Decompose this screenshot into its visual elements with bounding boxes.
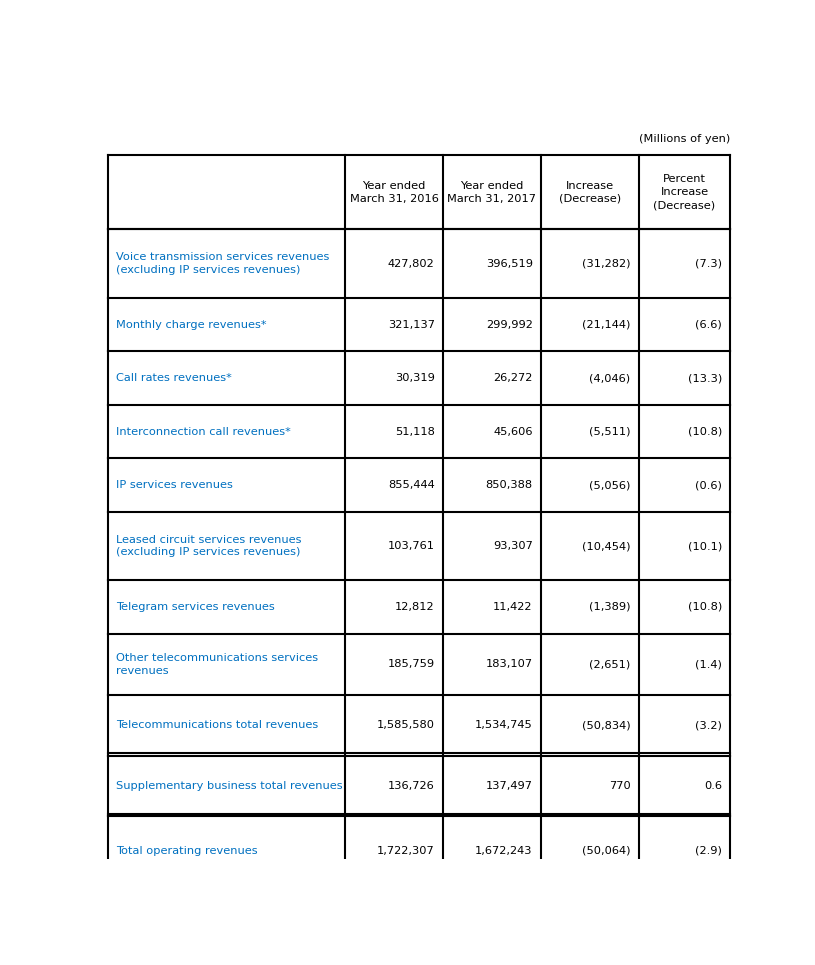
Text: 12,812: 12,812 — [395, 602, 434, 612]
Text: Leased circuit services revenues
(excluding IP services revenues): Leased circuit services revenues (exclud… — [117, 535, 302, 558]
Text: Percent
Increase
(Decrease): Percent Increase (Decrease) — [654, 174, 716, 210]
Text: Year ended
March 31, 2016: Year ended March 31, 2016 — [350, 180, 438, 204]
Text: 183,107: 183,107 — [486, 659, 533, 669]
Text: (6.6): (6.6) — [695, 319, 722, 330]
Text: 427,802: 427,802 — [388, 259, 434, 268]
Text: (7.3): (7.3) — [695, 259, 722, 268]
Text: Call rates revenues*: Call rates revenues* — [117, 373, 232, 383]
Text: (50,064): (50,064) — [582, 845, 631, 856]
Text: (2,651): (2,651) — [589, 659, 631, 669]
Text: 51,118: 51,118 — [394, 427, 434, 436]
Text: IP services revenues: IP services revenues — [117, 481, 233, 490]
Text: 770: 770 — [609, 781, 631, 791]
Text: 396,519: 396,519 — [486, 259, 533, 268]
Text: Increase
(Decrease): Increase (Decrease) — [559, 180, 621, 204]
Text: 0.6: 0.6 — [704, 781, 722, 791]
Text: Interconnection call revenues*: Interconnection call revenues* — [117, 427, 291, 436]
Text: 1,722,307: 1,722,307 — [377, 845, 434, 856]
Text: (4,046): (4,046) — [589, 373, 631, 383]
Text: (3.2): (3.2) — [695, 720, 722, 731]
Text: (Millions of yen): (Millions of yen) — [639, 134, 730, 145]
Text: 850,388: 850,388 — [486, 481, 533, 490]
Text: (10.8): (10.8) — [688, 602, 722, 612]
Text: Telegram services revenues: Telegram services revenues — [117, 602, 275, 612]
Text: Supplementary business total revenues: Supplementary business total revenues — [117, 781, 343, 791]
Text: (10.8): (10.8) — [688, 427, 722, 436]
Text: 136,726: 136,726 — [388, 781, 434, 791]
Text: Telecommunications total revenues: Telecommunications total revenues — [117, 720, 319, 731]
Text: 11,422: 11,422 — [493, 602, 533, 612]
Text: (50,834): (50,834) — [582, 720, 631, 731]
Text: Total operating revenues: Total operating revenues — [117, 845, 258, 856]
Text: 45,606: 45,606 — [493, 427, 533, 436]
Text: 93,307: 93,307 — [493, 541, 533, 551]
Text: Year ended
March 31, 2017: Year ended March 31, 2017 — [447, 180, 536, 204]
Text: (5,511): (5,511) — [589, 427, 631, 436]
Text: 1,534,745: 1,534,745 — [475, 720, 533, 731]
Text: 103,761: 103,761 — [388, 541, 434, 551]
Text: (0.6): (0.6) — [695, 481, 722, 490]
Text: (21,144): (21,144) — [582, 319, 631, 330]
Text: 299,992: 299,992 — [486, 319, 533, 330]
Text: 321,137: 321,137 — [388, 319, 434, 330]
Text: (5,056): (5,056) — [589, 481, 631, 490]
Text: (1,389): (1,389) — [589, 602, 631, 612]
Text: (1.4): (1.4) — [695, 659, 722, 669]
Text: 185,759: 185,759 — [388, 659, 434, 669]
Text: (31,282): (31,282) — [582, 259, 631, 268]
Text: (10.1): (10.1) — [688, 541, 722, 551]
Text: (13.3): (13.3) — [688, 373, 722, 383]
Text: (2.9): (2.9) — [695, 845, 722, 856]
Text: Monthly charge revenues*: Monthly charge revenues* — [117, 319, 267, 330]
Text: 30,319: 30,319 — [394, 373, 434, 383]
Text: (10,454): (10,454) — [582, 541, 631, 551]
Text: 1,672,243: 1,672,243 — [475, 845, 533, 856]
Text: 855,444: 855,444 — [388, 481, 434, 490]
Text: 1,585,580: 1,585,580 — [377, 720, 434, 731]
Text: Voice transmission services revenues
(excluding IP services revenues): Voice transmission services revenues (ex… — [117, 252, 330, 275]
Text: Other telecommunications services
revenues: Other telecommunications services revenu… — [117, 652, 319, 676]
Text: 26,272: 26,272 — [493, 373, 533, 383]
Text: 137,497: 137,497 — [486, 781, 533, 791]
